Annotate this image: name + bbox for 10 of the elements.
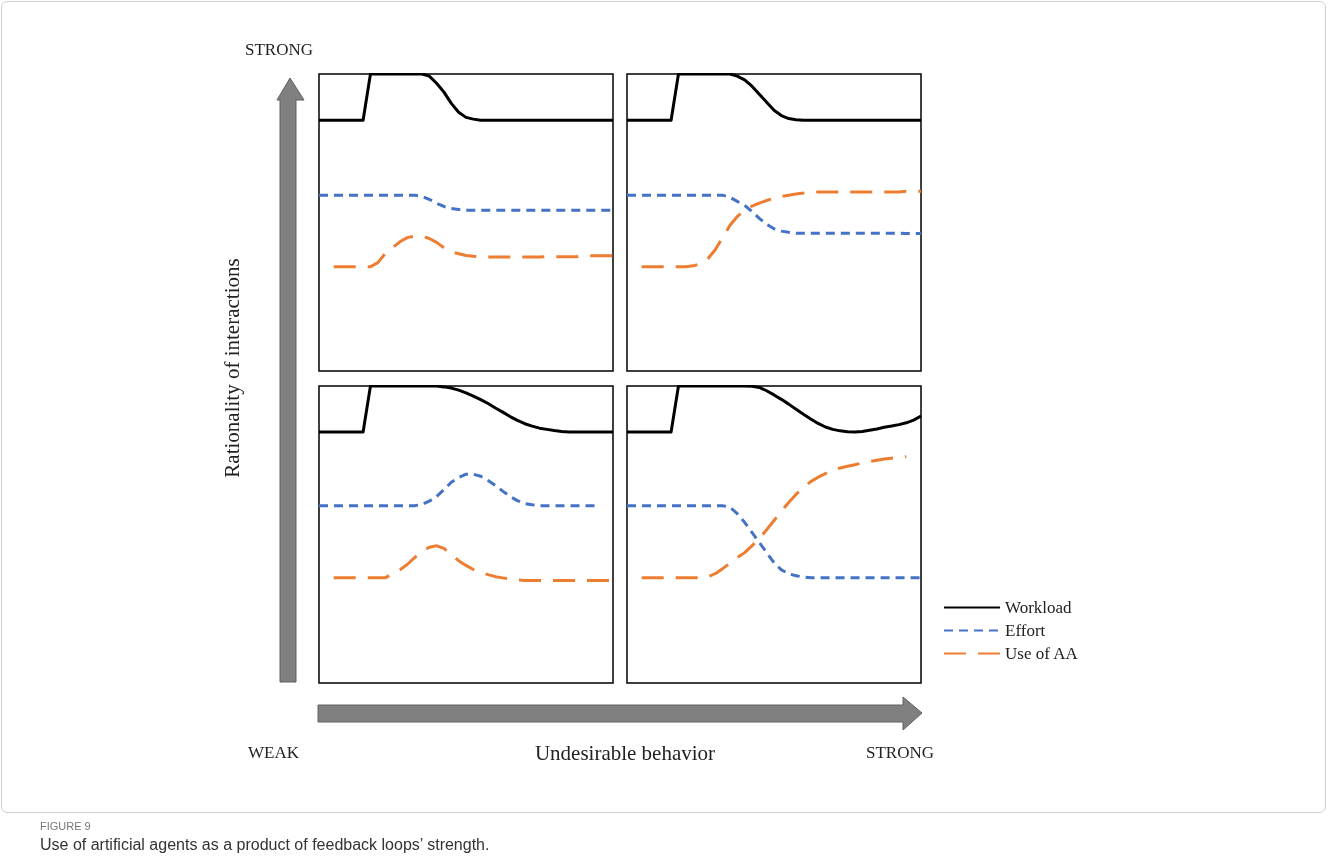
text: STRONG bbox=[245, 40, 314, 60]
text: Undesirable behavior bbox=[534, 741, 716, 766]
legend-label: Use of AA bbox=[1005, 644, 1079, 663]
text: Use of artificial agents as a product of feedback loops’ strength. bbox=[40, 836, 490, 854]
text: WEAK bbox=[248, 743, 299, 763]
legend-label: Effort bbox=[1005, 621, 1046, 640]
caption: FIGURE 9 bbox=[40, 820, 91, 832]
text: Rationality of interactions bbox=[219, 258, 245, 478]
legend-label: Workload bbox=[1005, 598, 1073, 617]
text: STRONG bbox=[866, 743, 935, 763]
